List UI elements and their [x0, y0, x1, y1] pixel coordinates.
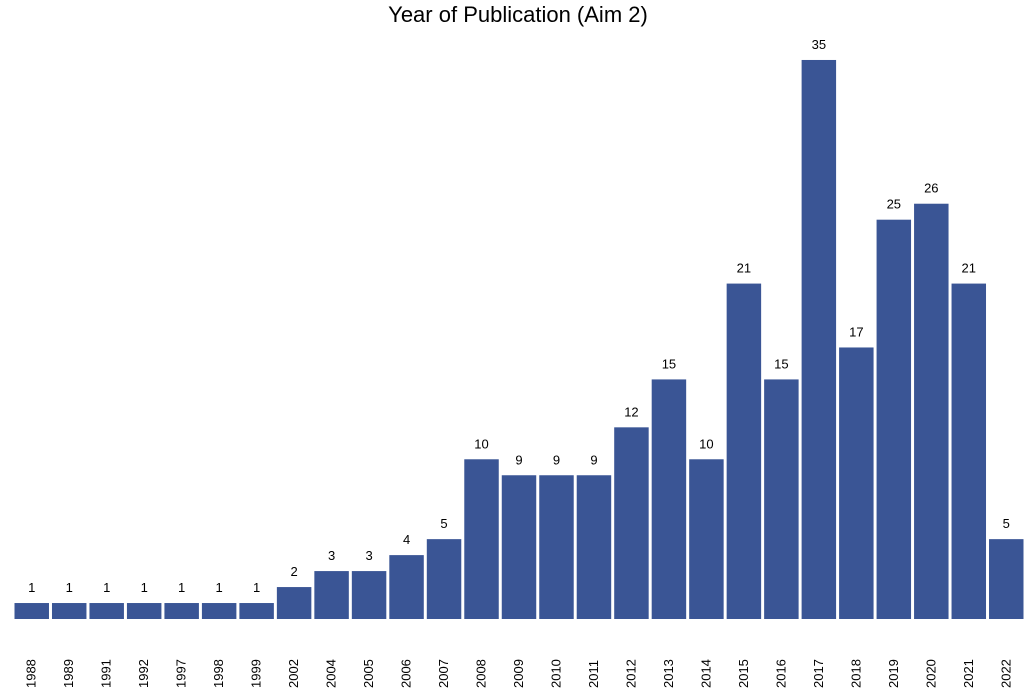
bar-2005	[351, 571, 387, 619]
value-label-2004: 3	[328, 548, 335, 563]
x-tick-label-2014: 2014	[698, 659, 713, 688]
bar-1989	[51, 603, 87, 619]
value-label-2013: 15	[662, 356, 676, 371]
value-label-2019: 25	[887, 197, 901, 212]
bar-2022	[989, 539, 1024, 619]
bar-2012	[614, 427, 649, 619]
x-tick-labels-layer: 1988 1989 1991 1992 1997 1998 1999 2002 2004 2005…	[24, 659, 1014, 688]
value-label-2007: 5	[440, 516, 447, 531]
x-tick-label-2012: 2012	[623, 659, 638, 688]
x-tick-label-2013: 2013	[661, 659, 676, 688]
bar-2015	[726, 283, 762, 619]
value-label-2012: 12	[624, 404, 638, 419]
bar-2017	[801, 59, 837, 620]
x-tick-label-2005: 2005	[361, 659, 376, 688]
value-label-2002: 2	[290, 564, 297, 579]
bar-1992	[126, 603, 162, 619]
x-tick-label-1992: 1992	[136, 659, 151, 688]
x-tick-label-1999: 1999	[249, 659, 264, 688]
x-tick-label-2002: 2002	[286, 659, 301, 688]
value-label-1998: 1	[216, 580, 223, 595]
value-label-2010: 9	[553, 452, 560, 467]
bar-2011	[576, 475, 612, 619]
x-tick-label-2015: 2015	[736, 659, 751, 688]
value-label-2011: 9	[590, 452, 597, 467]
x-tick-label-2022: 2022	[998, 659, 1013, 688]
value-label-2018: 17	[849, 324, 863, 339]
value-label-2006: 4	[403, 532, 410, 547]
x-tick-label-2020: 2020	[923, 659, 938, 688]
bar-2016	[764, 379, 799, 619]
x-tick-label-2021: 2021	[961, 659, 976, 688]
value-label-2021: 21	[962, 261, 976, 276]
x-tick-label-2017: 2017	[811, 659, 826, 688]
x-tick-label-1988: 1988	[24, 659, 39, 688]
bar-1991	[89, 603, 124, 619]
value-label-2005: 3	[365, 548, 372, 563]
bar-1999	[239, 603, 274, 619]
value-label-1988: 1	[28, 580, 35, 595]
bar-2021	[951, 283, 987, 619]
bar-2020	[914, 203, 949, 619]
x-tick-label-2008: 2008	[474, 659, 489, 688]
value-label-2017: 35	[812, 37, 826, 52]
value-label-2009: 9	[515, 452, 522, 467]
bar-1988	[14, 603, 49, 619]
x-tick-label-1997: 1997	[174, 659, 189, 688]
bar-2007	[426, 539, 462, 619]
x-tick-label-2009: 2009	[511, 659, 526, 688]
bar-2013	[651, 379, 687, 619]
x-tick-label-2006: 2006	[399, 659, 414, 688]
x-tick-label-1989: 1989	[61, 659, 76, 688]
bar-1998	[201, 603, 237, 619]
value-label-2020: 26	[924, 181, 938, 196]
value-label-1992: 1	[141, 580, 148, 595]
x-tick-label-2011: 2011	[586, 660, 601, 688]
value-label-2016: 15	[774, 356, 788, 371]
value-label-1997: 1	[178, 580, 185, 595]
x-tick-label-2004: 2004	[324, 659, 339, 688]
bar-2019	[876, 219, 912, 619]
x-tick-label-2016: 2016	[773, 659, 788, 688]
bar-2004	[314, 571, 349, 619]
value-label-1991: 1	[103, 580, 110, 595]
value-label-2014: 10	[699, 436, 713, 451]
bar-1997	[164, 603, 199, 619]
x-tick-label-1998: 1998	[211, 659, 226, 688]
bar-2018	[839, 347, 874, 619]
x-tick-label-2018: 2018	[848, 659, 863, 688]
x-tick-label-2010: 2010	[548, 659, 563, 688]
bar-2014	[689, 459, 724, 619]
bar-2006	[389, 555, 424, 619]
bar-2009	[501, 475, 537, 619]
bar-2002	[276, 587, 312, 619]
value-label-2015: 21	[737, 261, 751, 276]
value-label-1999: 1	[253, 580, 260, 595]
x-tick-label-1991: 1991	[99, 659, 114, 688]
x-tick-label-2019: 2019	[886, 659, 901, 688]
value-label-2022: 5	[1003, 516, 1010, 531]
bar-2008	[464, 459, 499, 619]
value-label-1989: 1	[66, 580, 73, 595]
chart-title: Year of Publication (Aim 2)	[388, 2, 648, 27]
bar-2010	[539, 475, 574, 619]
x-tick-label-2007: 2007	[436, 659, 451, 688]
bars-layer	[14, 59, 1024, 620]
value-label-2008: 10	[474, 436, 488, 451]
